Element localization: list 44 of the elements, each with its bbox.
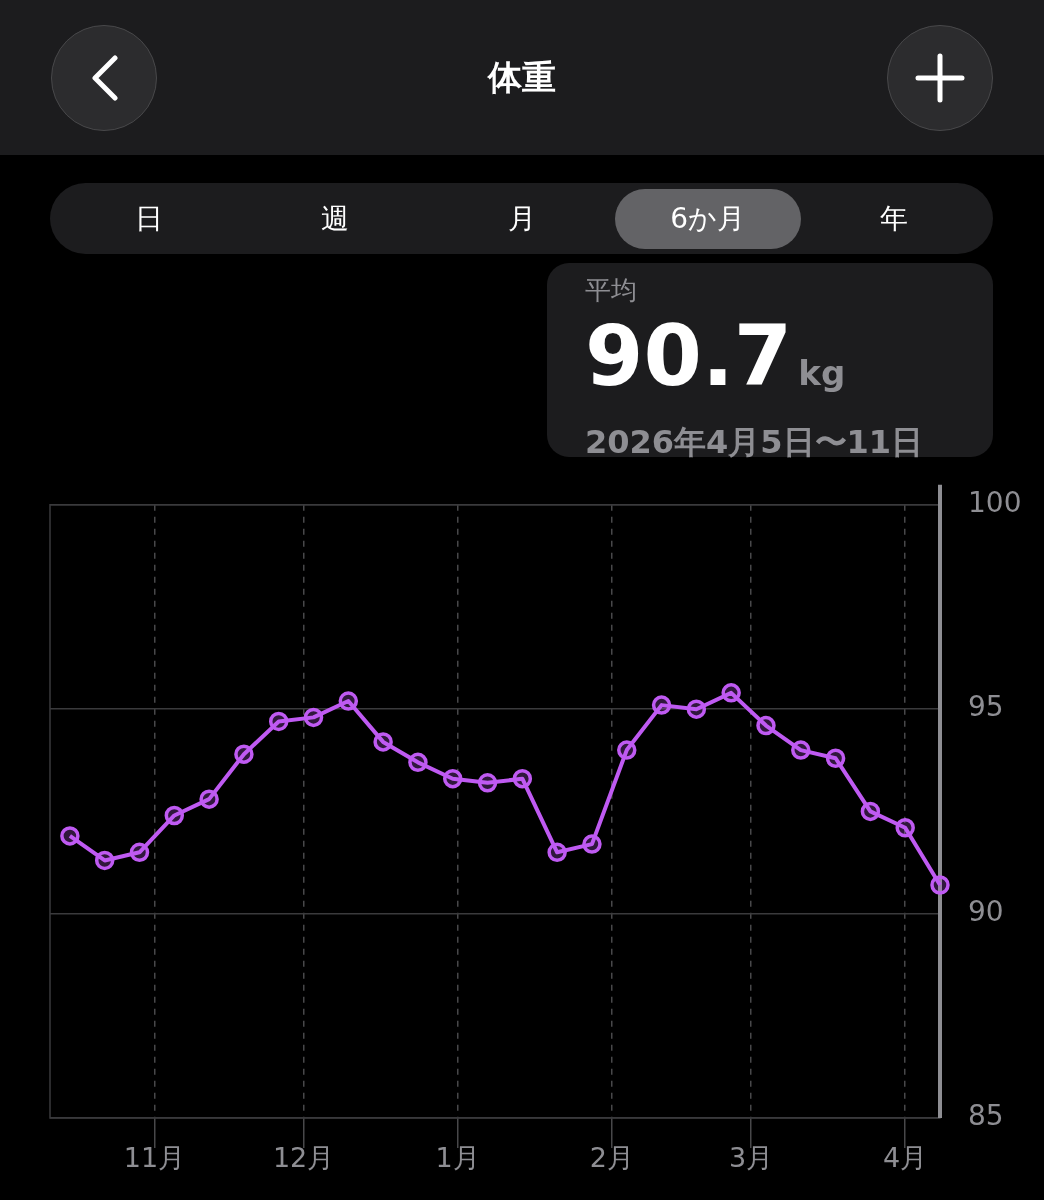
point xyxy=(408,752,428,773)
point xyxy=(94,850,115,871)
text: 日 xyxy=(134,200,165,237)
point xyxy=(617,740,637,760)
x-tick-label: 11月 xyxy=(123,1142,186,1174)
y-tick-label: 85 xyxy=(968,1099,1004,1133)
y-tick-label: 100 xyxy=(968,486,1022,520)
point xyxy=(651,695,672,715)
text: 月 xyxy=(506,200,537,237)
text: 2026年4月5日〜11日 xyxy=(585,422,925,463)
point xyxy=(268,711,289,732)
point xyxy=(825,748,846,769)
point xyxy=(756,715,776,736)
point xyxy=(686,699,707,719)
y-tick-label: 90 xyxy=(968,894,1004,928)
point xyxy=(442,768,463,789)
point xyxy=(477,773,498,793)
y-tick-label: 95 xyxy=(968,690,1004,724)
point xyxy=(930,875,950,895)
point xyxy=(373,732,393,752)
point xyxy=(791,740,811,760)
text: 平均 xyxy=(585,274,638,307)
point xyxy=(547,842,567,863)
text: 年 xyxy=(878,200,909,237)
point xyxy=(721,683,741,703)
point xyxy=(895,818,915,838)
x-tick-label: 3月 xyxy=(728,1142,774,1174)
point xyxy=(582,834,602,854)
point xyxy=(199,789,219,809)
point xyxy=(303,707,324,728)
chart-title: 体重 xyxy=(486,56,557,99)
point xyxy=(234,744,254,764)
x-tick-label: 1月 xyxy=(435,1142,480,1174)
point xyxy=(338,691,359,711)
point xyxy=(512,768,533,789)
x-tick-label: 4月 xyxy=(883,1142,928,1174)
point xyxy=(129,842,150,863)
text: 6か月 xyxy=(614,188,801,249)
point xyxy=(60,826,80,846)
x-tick-label: 2月 xyxy=(589,1142,634,1174)
x-tick-label: 12月 xyxy=(272,1142,335,1174)
point xyxy=(164,805,185,826)
point xyxy=(860,801,881,822)
text: 週 xyxy=(320,200,351,237)
